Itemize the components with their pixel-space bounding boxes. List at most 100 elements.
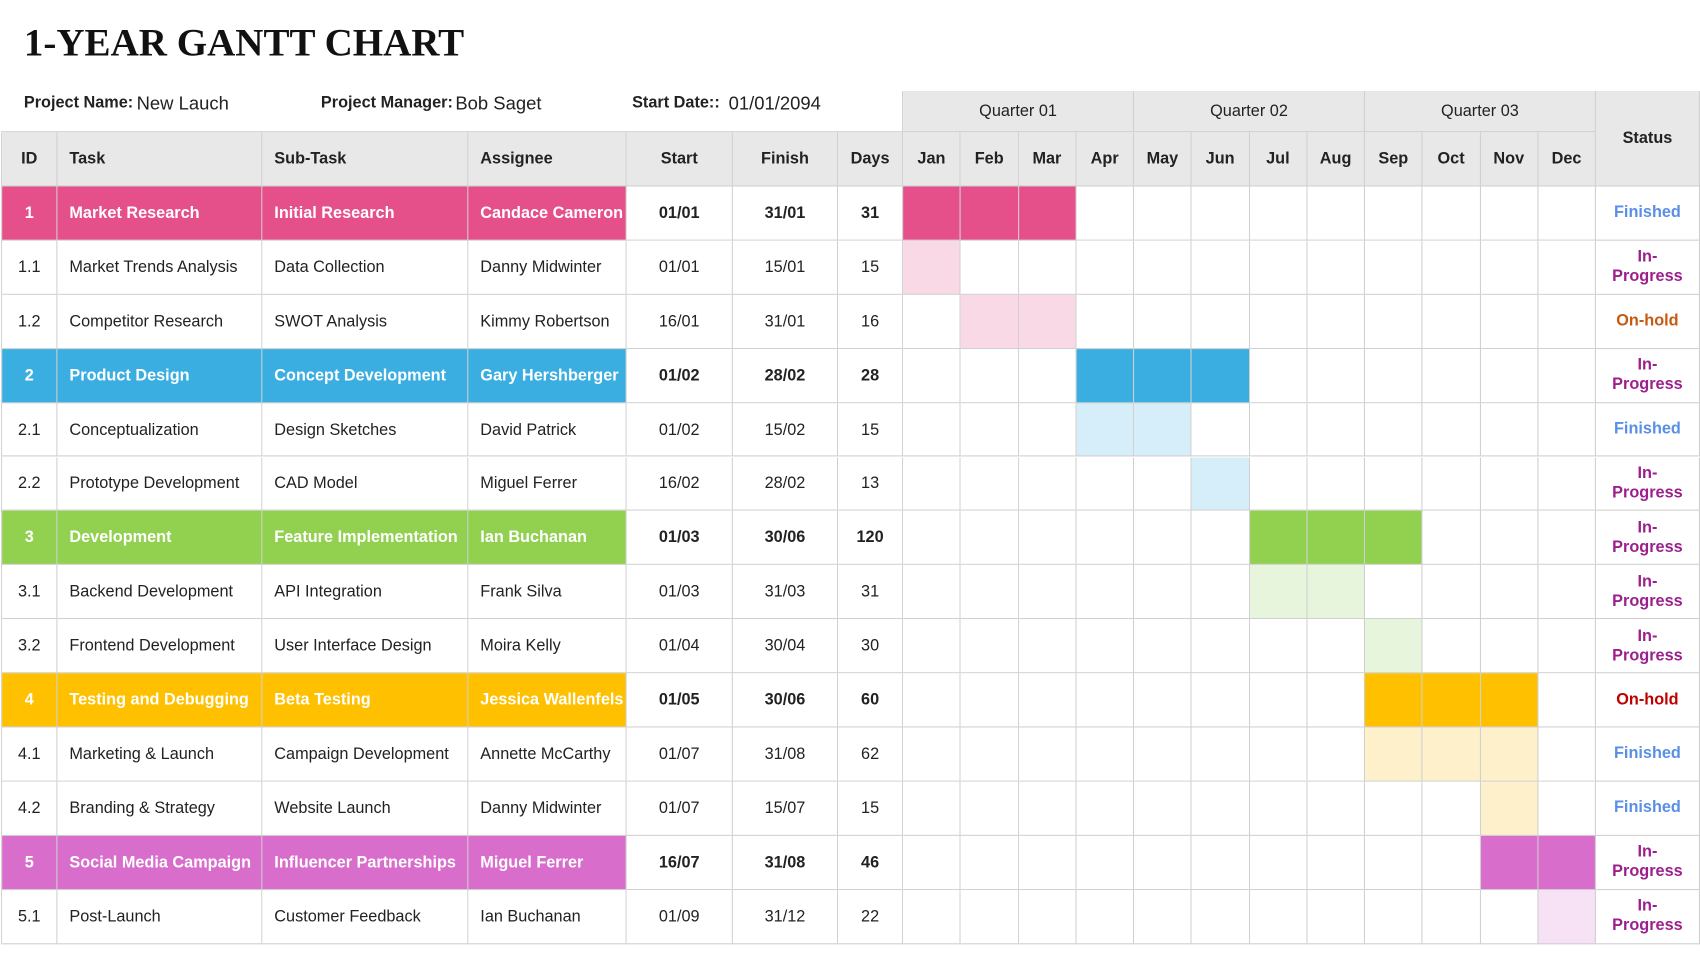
- gantt-cell: [903, 348, 961, 403]
- gantt-cell: [960, 889, 1019, 944]
- cell-id: 3: [2, 511, 58, 566]
- cell-task: Prototype Development: [57, 456, 263, 512]
- cell-days: 16: [838, 294, 904, 349]
- gantt-bar: [1422, 673, 1481, 728]
- gantt-bar: [1480, 835, 1539, 890]
- gantt-cell: [1538, 294, 1596, 349]
- cell-assignee: Annette McCarthy: [468, 727, 627, 782]
- gantt-bar: [1134, 402, 1192, 457]
- gantt-cell: [1365, 240, 1423, 295]
- gantt-cell: [1076, 186, 1135, 241]
- cell-assignee: Kimmy Robertson: [468, 294, 627, 349]
- status: In-Progress: [1612, 518, 1683, 557]
- gantt-cell: [1538, 402, 1596, 457]
- gantt-cell: [1249, 348, 1308, 403]
- gantt-cell: [1191, 186, 1250, 241]
- cell-finish: 28/02: [732, 456, 839, 512]
- cell-id: 3.1: [2, 565, 58, 620]
- status: In-Progress: [1612, 896, 1683, 935]
- month-header: Sep: [1365, 132, 1423, 187]
- gantt-cell: [1249, 619, 1308, 674]
- month-header: May: [1134, 132, 1192, 187]
- cell-start: 01/01: [626, 186, 733, 241]
- gantt-cell: [1076, 727, 1135, 782]
- cell-finish: 31/08: [732, 727, 839, 782]
- gantt-cell: [960, 781, 1019, 836]
- gantt-cell: [1018, 889, 1077, 944]
- gantt-cell: [960, 835, 1019, 890]
- gantt-cell: [1076, 619, 1135, 674]
- cell-assignee: Danny Midwinter: [468, 781, 627, 836]
- status: In-Progress: [1612, 572, 1683, 611]
- status-cell: In-Progress: [1595, 835, 1700, 890]
- status-cell: Finished: [1595, 402, 1700, 457]
- gantt-cell: [1018, 565, 1077, 620]
- status: On-hold: [1616, 311, 1679, 330]
- cell-assignee: Gary Hershberger: [468, 348, 627, 403]
- gantt-cell: [1018, 781, 1077, 836]
- quarter-header: Quarter 01: [903, 91, 1135, 133]
- gantt-cell: [1538, 511, 1596, 566]
- status-cell: On-hold: [1595, 294, 1700, 349]
- gantt-cell: [1018, 348, 1077, 403]
- status-header: Status: [1595, 91, 1700, 187]
- cell-start: 16/02: [626, 456, 733, 512]
- cell-finish: 31/08: [732, 835, 839, 890]
- gantt-cell: [1249, 456, 1308, 512]
- column-header: Finish: [732, 132, 839, 187]
- cell-finish: 28/02: [732, 348, 839, 403]
- gantt-cell: [960, 402, 1019, 457]
- gantt-cell: [1480, 294, 1539, 349]
- status: In-Progress: [1612, 463, 1683, 502]
- cell-days: 30: [838, 619, 904, 674]
- gantt-bar: [1307, 511, 1366, 566]
- field-label: Start Date::: [632, 93, 720, 112]
- gantt-cell: [1480, 186, 1539, 241]
- cell-subtask: Influencer Partnerships: [262, 835, 469, 890]
- gantt-cell: [1249, 240, 1308, 295]
- title: 1-YEAR GANTT CHART: [23, 20, 465, 64]
- gantt-cell: [1191, 889, 1250, 944]
- gantt-cell: [1134, 781, 1192, 836]
- cell-assignee: David Patrick: [468, 402, 627, 457]
- cell-days: 28: [838, 348, 904, 403]
- gantt-cell: [1191, 835, 1250, 890]
- gantt-cell: [1422, 186, 1481, 241]
- gantt-bar: [1538, 889, 1596, 944]
- gantt-bar: [1134, 348, 1192, 403]
- gantt-cell: [1134, 456, 1192, 512]
- cell-subtask: Customer Feedback: [262, 889, 469, 944]
- gantt-cell: [1422, 835, 1481, 890]
- gantt-cell: [1249, 186, 1308, 241]
- cell-id: 5: [2, 835, 58, 890]
- cell-task: Branding & Strategy: [57, 781, 263, 836]
- table-border: [1, 132, 3, 944]
- cell-days: 22: [838, 889, 904, 944]
- cell-task: Development: [57, 511, 263, 566]
- cell-id: 3.2: [2, 619, 58, 674]
- column-header: Assignee: [468, 132, 627, 187]
- quarter-header: Quarter 02: [1134, 91, 1366, 133]
- gantt-cell: [1018, 727, 1077, 782]
- gantt-cell: [1422, 511, 1481, 566]
- gantt-cell: [1134, 889, 1192, 944]
- column-header: ID: [2, 132, 58, 187]
- gantt-cell: [1134, 673, 1192, 728]
- gantt-cell: [1018, 619, 1077, 674]
- gantt-cell: [903, 781, 961, 836]
- gantt-cell: [903, 727, 961, 782]
- gantt-cell: [960, 456, 1019, 512]
- gantt-cell: [1538, 727, 1596, 782]
- cell-subtask: Design Sketches: [262, 402, 469, 457]
- gantt-cell: [1307, 727, 1366, 782]
- gantt-cell: [1365, 835, 1423, 890]
- gantt-cell: [903, 511, 961, 566]
- gantt-bar: [1480, 781, 1539, 836]
- month-border: [902, 91, 904, 133]
- status: In-Progress: [1612, 626, 1683, 665]
- gantt-cell: [960, 240, 1019, 295]
- cell-task: Social Media Campaign: [57, 835, 263, 890]
- cell-days: 13: [838, 456, 904, 512]
- gantt-cell: [1018, 673, 1077, 728]
